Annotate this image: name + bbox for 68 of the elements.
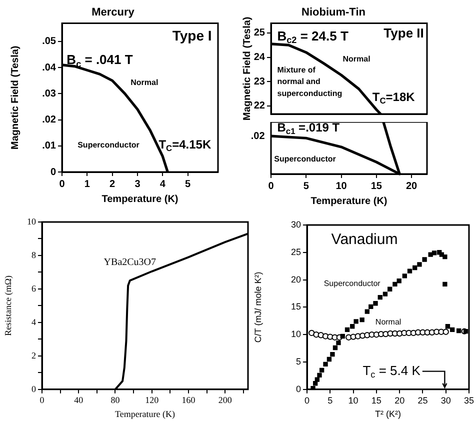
- x-tick-label: 120: [145, 395, 160, 406]
- series-label: Normal: [375, 318, 402, 327]
- y-tick-label: .03: [42, 88, 56, 100]
- annotation: Superconductor: [78, 140, 140, 150]
- y-tick-label: 0: [50, 166, 56, 178]
- x-tick-label: 35: [464, 395, 474, 406]
- series-label: Superconductor: [324, 279, 381, 288]
- chart-title: Niobium-Tin: [302, 6, 366, 19]
- y-tick-label: 25: [254, 28, 266, 39]
- y-tick-label: 6: [32, 283, 36, 294]
- y-tick-label: 10: [27, 216, 36, 226]
- y-tick-label: .02: [42, 114, 56, 126]
- x-tick-label: 20: [394, 395, 405, 406]
- y-tick-label: 24: [254, 52, 266, 64]
- y-tick-label: .05: [42, 36, 56, 48]
- annotation: Normal: [130, 78, 158, 87]
- x-tick-label: 10: [336, 180, 348, 192]
- x-tick-label: 5: [328, 395, 333, 406]
- x-tick-label: 15: [370, 180, 382, 192]
- y-tick-label: 30: [290, 219, 301, 230]
- annotation: Type II: [384, 26, 424, 41]
- x-tick-label: 10: [348, 395, 358, 406]
- y-tick-label: .01: [42, 140, 56, 152]
- y-tick-label: 15: [290, 302, 301, 312]
- x-tick-label: 0: [304, 395, 310, 406]
- y-tick-label: 0: [32, 384, 36, 394]
- x-axis-title: T² (K²): [374, 409, 401, 420]
- x-tick-label: 0: [59, 178, 66, 190]
- x-tick-label: 15: [371, 395, 382, 406]
- y-axis-title: Magnetic Field (Tesla): [242, 16, 253, 120]
- x-tick-label: 5: [185, 178, 192, 190]
- x-tick-label: 80: [110, 395, 120, 406]
- chart-title: Mercury: [92, 6, 136, 19]
- annotation: Vanadium: [331, 230, 398, 248]
- x-axis-title: Temperature (K): [114, 408, 176, 419]
- y-tick-label: 20: [290, 274, 301, 284]
- y-tick-label: 10: [290, 329, 301, 340]
- annotation: Normal: [342, 54, 370, 64]
- y-tick-label: 25: [290, 246, 301, 257]
- x-tick-label: 0: [268, 180, 274, 192]
- y-axis-title: Resistance (mΩ): [2, 275, 13, 336]
- x-tick-label: 160: [182, 395, 196, 406]
- y-tick-label: 23: [254, 76, 266, 88]
- y-tick-label: 22: [254, 100, 266, 112]
- x-tick-label: 25: [418, 395, 428, 406]
- x-tick-label: 5: [303, 180, 310, 192]
- x-tick-label: 30: [440, 395, 451, 406]
- x-axis-title: Temperature (K): [310, 196, 388, 207]
- x-tick-label: 4: [160, 178, 166, 190]
- x-tick-label: 3: [134, 178, 141, 190]
- x-tick-label: 20: [406, 180, 418, 192]
- y-axis-title: Magnetic Field (Tesla): [10, 46, 21, 150]
- y-axis-title: C/T (mJ/ mole K²): [252, 272, 263, 343]
- y-tick-label: 5: [296, 356, 301, 366]
- x-tick-label: 40: [74, 395, 84, 406]
- annotation: YBa2Cu3O7: [104, 256, 156, 268]
- y-tick-label: 0: [296, 384, 301, 394]
- x-axis-title: Temperature (K): [102, 194, 178, 205]
- y-tick-label: 8: [32, 250, 36, 260]
- x-tick-label: 200: [218, 395, 232, 406]
- x-tick-label: 2: [110, 178, 116, 190]
- y-tick-label: .04: [42, 62, 56, 74]
- annotation: Superconductor: [274, 154, 336, 164]
- x-tick-label: 1: [84, 178, 90, 190]
- annotation: Type I: [172, 27, 212, 44]
- y-tick-label: 2: [32, 350, 36, 360]
- y-tick-label: 4: [32, 316, 36, 327]
- annotation: Mixture of normal and superconducting: [277, 66, 342, 98]
